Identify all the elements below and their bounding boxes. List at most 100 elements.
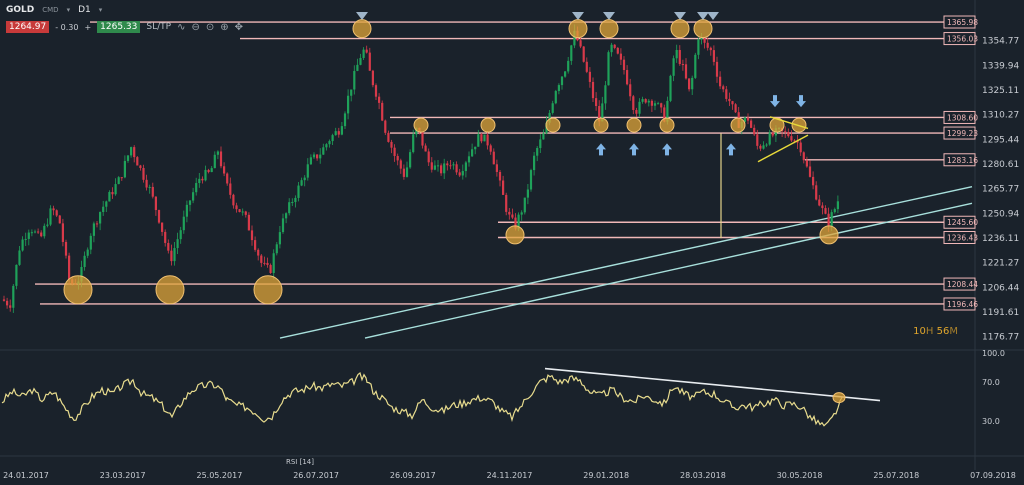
candle-body	[105, 201, 108, 207]
price-tick-label: 1206.44	[982, 283, 1019, 293]
candle-body	[446, 163, 449, 166]
zoom-in-icon[interactable]: ⊕	[220, 21, 229, 33]
price-tick-label: 1325.11	[982, 86, 1019, 96]
candle-body	[598, 106, 601, 122]
down-arrow-marker	[796, 95, 806, 108]
candle-body	[619, 53, 622, 60]
candle-body	[616, 47, 619, 54]
rsi-tick-label: 70.0	[982, 378, 1000, 387]
candle-body	[303, 177, 306, 181]
candle-body	[700, 38, 703, 40]
candle-body	[548, 112, 551, 123]
candle-body	[325, 144, 328, 148]
candle-body	[427, 151, 430, 163]
retest-circle-marker	[769, 117, 785, 133]
candle-body	[787, 131, 790, 137]
time-tick-label: 30.05.2018	[777, 471, 823, 480]
candle-body	[554, 91, 557, 104]
candle-body	[812, 176, 815, 186]
candle-body	[678, 50, 681, 65]
candle-body	[526, 189, 529, 198]
symbol-dropdown-icon[interactable]: ▾	[66, 6, 71, 14]
candle-body	[288, 202, 291, 214]
plus-sign: +	[84, 22, 92, 32]
timeframe-dropdown-icon[interactable]: ▾	[98, 6, 103, 14]
retest-circle-marker	[545, 117, 561, 133]
rsi-line	[1, 372, 843, 427]
candle-body	[746, 117, 750, 121]
candle-body	[753, 127, 756, 135]
sell-price-button[interactable]: 1264.97	[6, 21, 50, 33]
candle-body	[316, 154, 319, 159]
low-circle-marker	[155, 275, 185, 305]
candle-body	[402, 168, 405, 177]
candle-body	[210, 168, 213, 173]
candle-body	[796, 141, 799, 143]
candle-body	[588, 71, 591, 82]
candle-body	[585, 61, 588, 72]
candle-body	[343, 113, 347, 127]
sl-tp-button[interactable]: SL/TP	[146, 22, 172, 32]
level-label: 1245.60	[947, 218, 978, 227]
price-tick-label: 1339.94	[982, 61, 1019, 71]
candle-body	[195, 183, 198, 193]
price-tick-label: 1354.77	[982, 37, 1019, 47]
time-tick-label: 28.03.2018	[680, 471, 726, 480]
candle-body	[356, 64, 359, 71]
candle-body	[771, 132, 774, 136]
candle-body	[424, 145, 427, 152]
candle-body	[830, 212, 833, 226]
candle-body	[86, 249, 89, 256]
low-circle-marker	[505, 225, 525, 245]
level-label: 1365.98	[947, 18, 978, 27]
candle-body	[291, 202, 294, 204]
candle-body	[421, 131, 424, 146]
price-tick-label: 1176.77	[982, 333, 1019, 343]
candle-body	[95, 223, 99, 225]
candle-body	[198, 178, 201, 184]
candle-body	[347, 95, 350, 114]
candle-body	[836, 201, 839, 210]
candle-body	[756, 134, 759, 146]
candle-body	[368, 52, 371, 71]
candle-body	[353, 70, 356, 90]
candle-body	[489, 145, 492, 152]
timeframe-label[interactable]: D1	[78, 5, 91, 15]
candle-body	[117, 177, 120, 185]
candle-body	[18, 250, 21, 265]
symbol-name[interactable]: GOLD	[6, 5, 35, 15]
candle-body	[188, 200, 192, 205]
candle-body	[818, 199, 821, 206]
crosshair-icon[interactable]: ✥	[234, 21, 244, 33]
retest-circle-marker	[659, 117, 675, 133]
retest-circle-marker	[626, 117, 642, 133]
level-label: 1283.16	[947, 156, 978, 165]
candle-body	[675, 50, 678, 59]
candle-body	[139, 165, 142, 168]
time-tick-label: 26.09.2017	[390, 471, 436, 480]
candle-body	[443, 163, 446, 174]
buy-price-button[interactable]: 1265.33	[97, 21, 141, 33]
candle-body	[731, 101, 734, 105]
candle-body	[281, 218, 285, 233]
line-chart-icon[interactable]: ∿	[177, 21, 186, 33]
rsi-indicator-label[interactable]: RSI [14]	[286, 458, 314, 466]
candle-body	[508, 211, 511, 215]
toolbar: GOLD CMD ▾ D1 ▾ 1264.97 - 0.30 + 1265.33…	[0, 0, 300, 36]
zoom-out-icon[interactable]: ⊖	[191, 21, 200, 33]
candle-body	[337, 131, 340, 135]
level-label: 1196.46	[947, 300, 978, 309]
candle-body	[833, 209, 836, 213]
price-tick-label: 1265.77	[982, 185, 1019, 195]
zoom-reset-icon[interactable]: ⊙	[205, 21, 215, 33]
trend-line	[364, 202, 973, 339]
candle-body	[207, 169, 210, 173]
candle-body	[30, 232, 33, 234]
candle-body	[263, 262, 266, 264]
candle-body	[467, 156, 471, 163]
level-label-box	[943, 277, 976, 291]
triangle-upper-line	[769, 116, 809, 130]
candle-body	[6, 300, 9, 306]
candle-body	[821, 205, 824, 209]
